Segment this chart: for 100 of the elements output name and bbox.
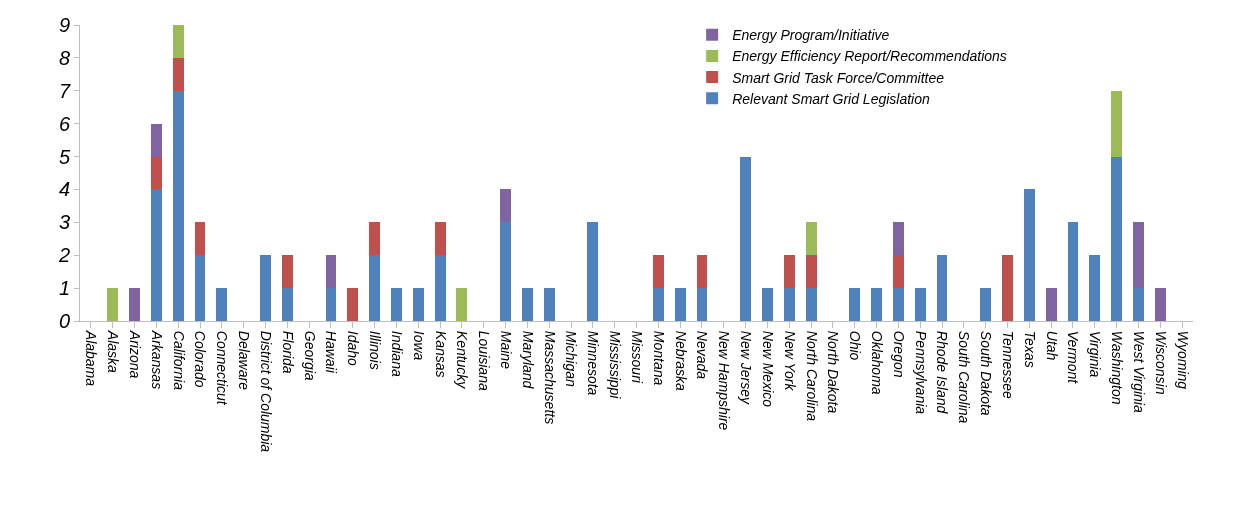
x-tick-label: Alaska (105, 329, 122, 374)
x-tick-label: Washington (1109, 330, 1126, 405)
bar (521, 288, 533, 321)
bar (1111, 90, 1123, 157)
y-tick-label: 4 (58, 178, 70, 201)
x-tick-label: Montana (650, 330, 667, 386)
bar (1132, 222, 1144, 289)
x-tick-label: Pennsylvania (912, 330, 929, 415)
x-tick-label: Louisiana (476, 330, 493, 391)
x-tick-label: New Jersey (738, 330, 755, 405)
x-tick-label: Arizona (127, 329, 144, 379)
bar (914, 288, 926, 321)
x-tick-label: South Dakota (978, 330, 995, 416)
x-tick-label: Utah (1043, 330, 1060, 361)
x-tick-label: District of Columbia (257, 330, 274, 453)
x-tick-label: Georgia (301, 330, 318, 381)
bar (980, 288, 992, 321)
bar (216, 288, 228, 321)
y-tick-label: 8 (58, 46, 70, 69)
bar (194, 222, 206, 256)
x-tick-label: Idaho (345, 330, 362, 367)
y-tick-label: 5 (58, 145, 71, 168)
bar (172, 90, 184, 321)
bar (456, 288, 468, 321)
bar (783, 288, 795, 321)
bar (1089, 255, 1101, 321)
bar (652, 288, 664, 321)
bar (369, 222, 381, 256)
bar (129, 288, 141, 321)
x-tick-label: Michigan (563, 330, 580, 388)
bar (936, 255, 948, 321)
x-tick-label: Nebraska (672, 330, 689, 391)
x-tick-label: Missouri (628, 330, 645, 384)
bar (150, 156, 162, 190)
bar (107, 288, 119, 321)
bar (1154, 288, 1166, 321)
bar (281, 288, 293, 321)
bar (434, 222, 446, 256)
bar (434, 255, 446, 321)
x-tick-label: Oklahoma (869, 330, 886, 395)
bar (740, 156, 752, 321)
x-tick-label: Vermont (1065, 330, 1082, 385)
x-tick-label: Massachusetts (541, 330, 558, 425)
x-tick-label: California (170, 330, 187, 391)
x-tick-label: Rhode Island (934, 330, 951, 415)
bar (325, 288, 337, 321)
x-tick-label: Hawaii (323, 330, 340, 374)
bar (281, 255, 293, 289)
bar (849, 288, 861, 321)
x-tick-label: Minnesota (585, 330, 602, 396)
x-tick-label: New Hampshire (716, 330, 733, 431)
bar (587, 222, 599, 321)
bar (892, 288, 904, 321)
bar (500, 189, 512, 223)
y-tick-label: 2 (57, 244, 70, 267)
bar (172, 57, 184, 91)
x-tick-label: Mississippi (607, 330, 624, 400)
x-tick-label: West Virginia (1130, 330, 1147, 413)
bar (652, 255, 664, 289)
x-tick-label: North Carolina (803, 330, 820, 422)
bar (674, 288, 686, 321)
bar (1132, 288, 1144, 321)
y-tick-label: 6 (58, 112, 71, 135)
legend-label: Energy Program/Initiative (732, 27, 890, 44)
bar (783, 255, 795, 289)
bar (150, 189, 162, 321)
bar (412, 288, 424, 321)
x-tick-label: Connecticut (214, 330, 231, 406)
x-tick-label: Kentucky (454, 330, 471, 390)
x-tick-label: Maryland (519, 330, 536, 390)
bar (892, 222, 904, 256)
bar (150, 123, 162, 157)
y-tick-label: 9 (58, 14, 70, 36)
legend-label: Energy Efficiency Report/Recommendations (732, 48, 1007, 65)
bar (543, 288, 555, 321)
x-tick-label: Wyoming (1174, 330, 1191, 390)
bar (390, 288, 402, 321)
bar (194, 255, 206, 321)
y-tick-label: 0 (58, 310, 70, 332)
bar (325, 255, 337, 289)
x-tick-label: Virginia (1087, 330, 1104, 378)
y-tick-label: 7 (58, 79, 71, 102)
bar (892, 255, 904, 289)
bar (1002, 255, 1013, 321)
x-tick-label: New York (781, 330, 798, 392)
bar (805, 288, 817, 321)
legend-label: Relevant Smart Grid Legislation (732, 90, 931, 107)
x-tick-label: Iowa (410, 330, 427, 361)
y-tick-label: 1 (58, 277, 70, 300)
legend-label: Smart Grid Task Force/Committee (732, 69, 945, 86)
bar (761, 288, 773, 321)
bar (696, 288, 708, 321)
bar (500, 222, 512, 321)
x-tick-label: North Dakota (825, 330, 842, 414)
x-tick-label: Arkansas (148, 329, 165, 390)
bar (805, 255, 817, 289)
bar (172, 25, 184, 58)
x-tick-label: Texas (1021, 330, 1038, 368)
bar (1067, 222, 1079, 321)
x-tick-label: Ohio (847, 330, 864, 361)
